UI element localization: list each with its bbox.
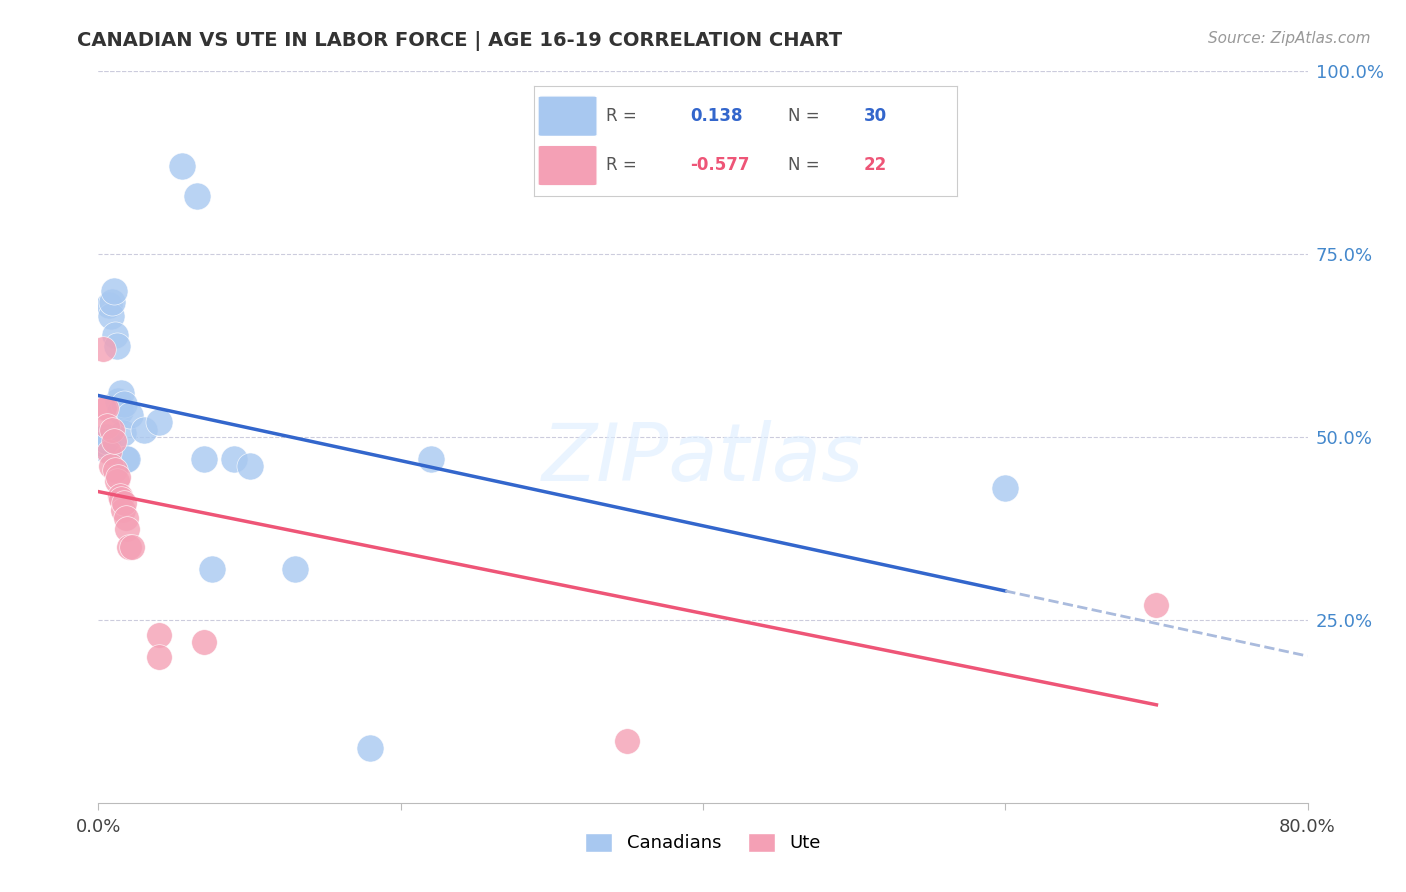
Point bbox=[148, 649, 170, 664]
Point bbox=[91, 343, 114, 357]
Point bbox=[107, 470, 129, 484]
Point bbox=[104, 327, 127, 342]
Point bbox=[111, 503, 134, 517]
Point bbox=[112, 397, 135, 411]
Point bbox=[110, 386, 132, 401]
Point bbox=[107, 393, 129, 408]
Point bbox=[284, 562, 307, 576]
Point bbox=[201, 562, 224, 576]
Point bbox=[93, 401, 115, 415]
Point bbox=[104, 463, 127, 477]
Point bbox=[224, 452, 246, 467]
Point bbox=[91, 441, 114, 455]
Point bbox=[118, 540, 141, 554]
Point bbox=[148, 416, 170, 430]
Point bbox=[105, 474, 128, 488]
Point bbox=[98, 298, 121, 312]
Point bbox=[110, 492, 132, 507]
Legend: Canadians, Ute: Canadians, Ute bbox=[578, 826, 828, 860]
Point bbox=[186, 188, 208, 202]
Point bbox=[112, 496, 135, 510]
Text: ZIPatlas: ZIPatlas bbox=[541, 420, 865, 498]
Point bbox=[121, 540, 143, 554]
Point bbox=[101, 294, 124, 309]
Point bbox=[103, 434, 125, 448]
Point bbox=[103, 284, 125, 298]
Point bbox=[108, 404, 131, 418]
Point bbox=[420, 452, 443, 467]
Point bbox=[170, 160, 193, 174]
Point bbox=[108, 489, 131, 503]
Point bbox=[100, 459, 122, 474]
Point bbox=[616, 733, 638, 747]
Point bbox=[101, 423, 124, 437]
Point bbox=[96, 419, 118, 434]
Point bbox=[1144, 599, 1167, 613]
Point bbox=[94, 430, 117, 444]
Point bbox=[193, 452, 215, 467]
Point bbox=[93, 437, 115, 451]
Point bbox=[94, 401, 117, 415]
Point bbox=[120, 408, 142, 422]
Point bbox=[148, 627, 170, 641]
Point bbox=[98, 444, 121, 458]
Point bbox=[239, 459, 262, 474]
Point bbox=[105, 338, 128, 352]
Point bbox=[193, 635, 215, 649]
Text: Source: ZipAtlas.com: Source: ZipAtlas.com bbox=[1208, 31, 1371, 46]
Point bbox=[994, 481, 1017, 495]
Point bbox=[115, 452, 138, 467]
Point bbox=[114, 510, 136, 524]
Point bbox=[100, 310, 122, 324]
Point bbox=[360, 740, 382, 755]
Point bbox=[111, 426, 134, 441]
Point bbox=[96, 434, 118, 448]
Point bbox=[115, 521, 138, 535]
Point bbox=[132, 423, 155, 437]
Text: CANADIAN VS UTE IN LABOR FORCE | AGE 16-19 CORRELATION CHART: CANADIAN VS UTE IN LABOR FORCE | AGE 16-… bbox=[77, 31, 842, 51]
Point bbox=[114, 452, 136, 467]
